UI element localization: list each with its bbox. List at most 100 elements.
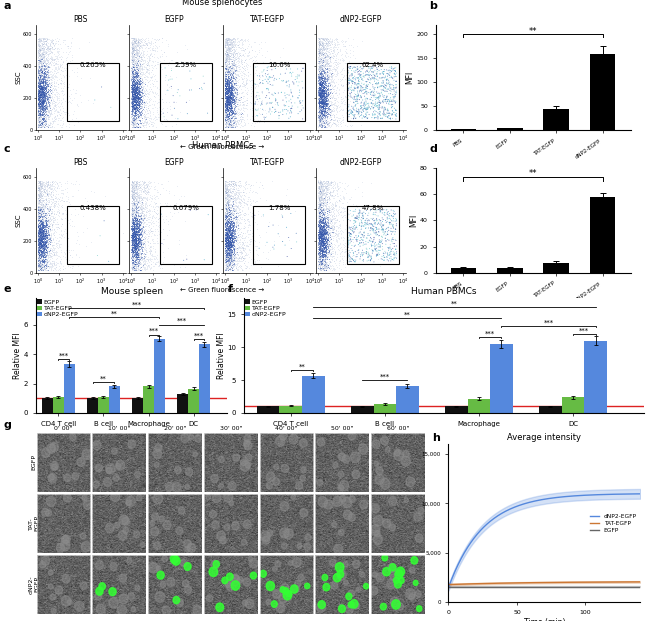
Point bbox=[135, 256, 145, 266]
Point bbox=[46, 229, 57, 239]
Point bbox=[140, 104, 151, 114]
Point bbox=[368, 70, 378, 79]
Point bbox=[226, 212, 236, 222]
Point bbox=[51, 59, 62, 69]
Point bbox=[35, 241, 46, 251]
Point bbox=[227, 63, 238, 73]
Point bbox=[318, 211, 329, 220]
Point bbox=[375, 236, 385, 246]
Point bbox=[42, 252, 52, 262]
Point bbox=[226, 50, 236, 60]
Text: 2.59%: 2.59% bbox=[175, 62, 197, 68]
Point bbox=[225, 242, 235, 252]
Point bbox=[36, 261, 46, 271]
Point bbox=[234, 194, 244, 204]
Point bbox=[151, 98, 162, 108]
Point bbox=[220, 97, 231, 107]
Point bbox=[133, 66, 143, 76]
Point bbox=[150, 34, 160, 43]
Point bbox=[34, 243, 45, 253]
Point bbox=[36, 66, 46, 76]
Point bbox=[135, 240, 145, 250]
Point bbox=[368, 99, 378, 109]
Point bbox=[320, 261, 330, 271]
Point bbox=[133, 227, 144, 237]
Point bbox=[151, 112, 161, 122]
Point bbox=[33, 189, 44, 199]
Point bbox=[317, 241, 328, 251]
Point bbox=[129, 114, 139, 124]
Point bbox=[318, 258, 328, 268]
Point bbox=[220, 241, 231, 251]
Point bbox=[353, 89, 363, 99]
Point bbox=[320, 99, 330, 109]
Point bbox=[38, 223, 49, 233]
Point bbox=[320, 238, 330, 248]
Point bbox=[384, 96, 395, 106]
Point bbox=[39, 50, 49, 60]
Point bbox=[314, 90, 324, 100]
Point bbox=[222, 93, 233, 103]
Point bbox=[60, 249, 71, 259]
Point bbox=[227, 217, 237, 227]
Point bbox=[317, 65, 328, 75]
Point bbox=[33, 222, 44, 232]
Point bbox=[318, 252, 328, 262]
Point bbox=[127, 96, 137, 106]
Circle shape bbox=[135, 586, 140, 591]
Point bbox=[346, 222, 356, 232]
Point bbox=[325, 202, 335, 212]
Point bbox=[317, 183, 327, 193]
Point bbox=[324, 92, 334, 102]
Point bbox=[46, 68, 56, 78]
Point bbox=[142, 46, 152, 56]
Point bbox=[314, 52, 324, 61]
Point bbox=[327, 35, 337, 45]
Point bbox=[33, 121, 44, 131]
Point bbox=[32, 223, 43, 233]
Point bbox=[57, 52, 67, 61]
Point bbox=[230, 194, 240, 204]
Point bbox=[64, 111, 74, 120]
Point bbox=[34, 187, 44, 197]
Point bbox=[38, 109, 48, 119]
Point bbox=[129, 208, 140, 218]
Point bbox=[278, 76, 289, 86]
Point bbox=[34, 248, 44, 258]
Point bbox=[135, 35, 145, 45]
Point bbox=[137, 184, 148, 194]
Point bbox=[220, 93, 231, 103]
Point bbox=[131, 235, 141, 245]
Point bbox=[45, 122, 55, 132]
Point bbox=[315, 239, 326, 249]
Point bbox=[34, 63, 45, 73]
Point bbox=[363, 75, 374, 85]
Point bbox=[134, 227, 144, 237]
Point bbox=[233, 192, 243, 202]
Point bbox=[129, 43, 140, 53]
Point bbox=[34, 183, 44, 193]
Point bbox=[227, 235, 237, 245]
Point bbox=[36, 242, 46, 252]
Point bbox=[34, 75, 44, 85]
Point bbox=[317, 101, 327, 111]
Point bbox=[231, 107, 242, 117]
Point bbox=[226, 227, 236, 237]
Point bbox=[374, 237, 385, 247]
Point bbox=[133, 234, 143, 244]
Point bbox=[220, 34, 231, 44]
Point bbox=[315, 204, 326, 214]
Point bbox=[224, 241, 235, 251]
Point bbox=[234, 181, 244, 191]
Point bbox=[128, 221, 138, 231]
Point bbox=[135, 80, 145, 90]
Point bbox=[36, 101, 47, 111]
Point bbox=[322, 242, 333, 252]
Point bbox=[128, 229, 138, 238]
Point bbox=[138, 234, 148, 244]
Point bbox=[239, 223, 249, 233]
Point bbox=[39, 116, 49, 126]
Point bbox=[385, 242, 395, 252]
Point bbox=[229, 47, 239, 57]
Point bbox=[337, 235, 348, 245]
